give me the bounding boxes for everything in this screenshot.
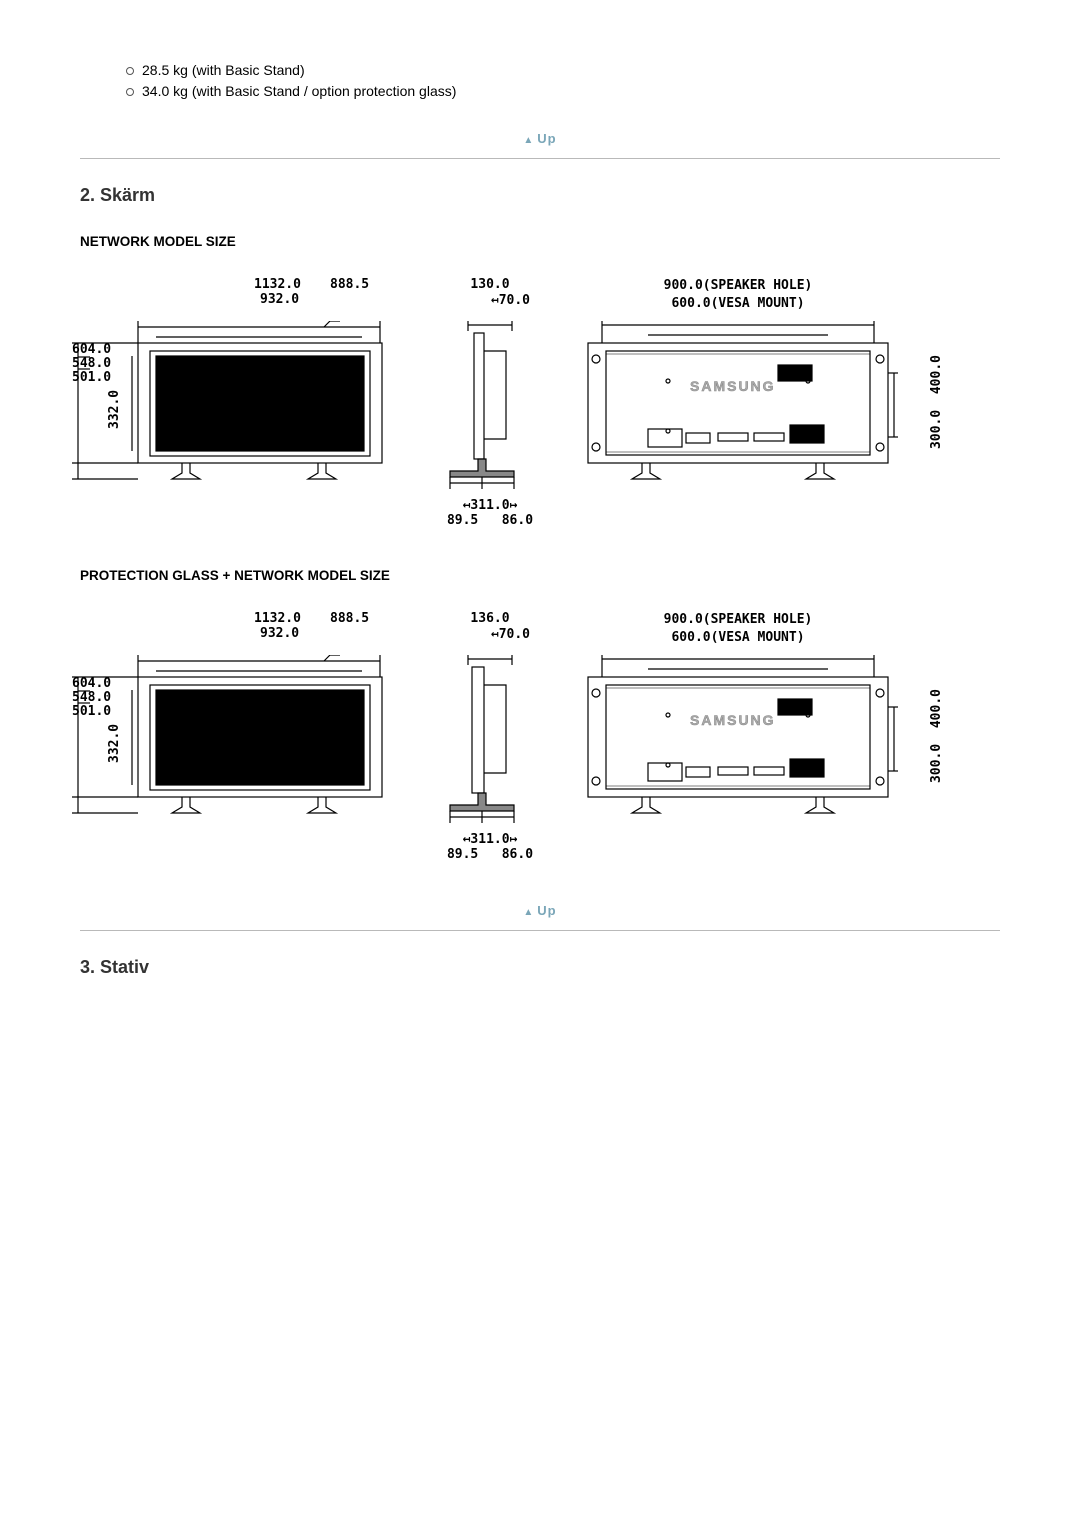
dim-label: 86.0 bbox=[502, 513, 533, 528]
back-diagram-svg: SAMSUNG bbox=[578, 321, 898, 491]
dim-label: 1132.0 bbox=[254, 277, 301, 292]
dim-label: 600.0(VESA MOUNT) bbox=[578, 629, 898, 647]
divider bbox=[80, 158, 1000, 159]
front-view: 1132.0 932.0 888.5 bbox=[72, 611, 402, 825]
dim-label: 932.0 bbox=[260, 626, 299, 641]
dim-label: 300.0 bbox=[929, 744, 944, 783]
section-3-title: 3. Stativ bbox=[80, 957, 1000, 978]
brand-label: SAMSUNG bbox=[690, 378, 776, 394]
front-diagram-svg: 604.0 548.0 501.0 332.0 bbox=[72, 655, 402, 825]
up-label: Up bbox=[537, 131, 556, 146]
back-view: 900.0(SPEAKER HOLE) 600.0(VESA MOUNT) bbox=[578, 277, 898, 496]
diagram-protection: 1132.0 932.0 888.5 bbox=[72, 611, 1000, 862]
dim-label: 136.0 bbox=[430, 611, 550, 627]
up-link[interactable]: ▲Up bbox=[523, 903, 556, 918]
dim-label: 89.5 bbox=[447, 513, 478, 528]
dim-label: 311.0 bbox=[470, 498, 509, 513]
dim-label: 900.0(SPEAKER HOLE) bbox=[578, 611, 898, 629]
dim-label: 86.0 bbox=[502, 847, 533, 862]
dim-label: 888.5 bbox=[330, 277, 369, 292]
dim-label: 604.0 bbox=[72, 676, 111, 691]
dim-label: 70.0 bbox=[499, 293, 530, 308]
dim-label: 332.0 bbox=[107, 390, 122, 429]
section-2-title: 2. Skärm bbox=[80, 185, 1000, 206]
dim-label: 548.0 bbox=[72, 356, 111, 371]
side-diagram-svg bbox=[430, 321, 550, 491]
diagram-network: 1132.0 932.0 888.5 bbox=[72, 277, 1000, 528]
side-view: 136.0 ↤70.0 ↤311.0↦ bbox=[430, 611, 550, 862]
dim-label: 70.0 bbox=[499, 627, 530, 642]
dim-label: 501.0 bbox=[72, 704, 111, 719]
dim-label: 604.0 bbox=[72, 342, 111, 357]
dim-label: 89.5 bbox=[447, 847, 478, 862]
sub-heading-network: NETWORK MODEL SIZE bbox=[80, 234, 1000, 249]
dim-label: 932.0 bbox=[260, 292, 299, 307]
divider bbox=[80, 930, 1000, 931]
sub-heading-protection: PROTECTION GLASS + NETWORK MODEL SIZE bbox=[80, 568, 1000, 583]
side-diagram-svg bbox=[430, 655, 550, 825]
up-label: Up bbox=[537, 903, 556, 918]
dim-label: 130.0 bbox=[430, 277, 550, 293]
back-diagram-svg: SAMSUNG bbox=[578, 655, 898, 825]
front-diagram-svg: 604.0 548.0 501.0 332.0 bbox=[72, 321, 402, 491]
dim-label: 300.0 bbox=[929, 410, 944, 449]
dim-label: 332.0 bbox=[107, 724, 122, 763]
dim-label: 600.0(VESA MOUNT) bbox=[578, 295, 898, 313]
dim-label: 888.5 bbox=[330, 611, 369, 626]
side-view: 130.0 ↤70.0 bbox=[430, 277, 550, 528]
dim-label: 400.0 bbox=[929, 355, 944, 394]
dim-label: 311.0 bbox=[470, 832, 509, 847]
up-link[interactable]: ▲Up bbox=[523, 131, 556, 146]
weight-list: 28.5 kg (with Basic Stand) 34.0 kg (with… bbox=[126, 60, 1000, 102]
dim-label: 548.0 bbox=[72, 690, 111, 705]
dim-label: 1132.0 bbox=[254, 611, 301, 626]
brand-label: SAMSUNG bbox=[690, 712, 776, 728]
dim-label: 900.0(SPEAKER HOLE) bbox=[578, 277, 898, 295]
dim-label: 400.0 bbox=[929, 689, 944, 728]
weight-item: 34.0 kg (with Basic Stand / option prote… bbox=[126, 81, 1000, 102]
dim-label: 501.0 bbox=[72, 370, 111, 385]
weight-item: 28.5 kg (with Basic Stand) bbox=[126, 60, 1000, 81]
front-view: 1132.0 932.0 888.5 bbox=[72, 277, 402, 491]
back-view: 900.0(SPEAKER HOLE) 600.0(VESA MOUNT) bbox=[578, 611, 898, 830]
